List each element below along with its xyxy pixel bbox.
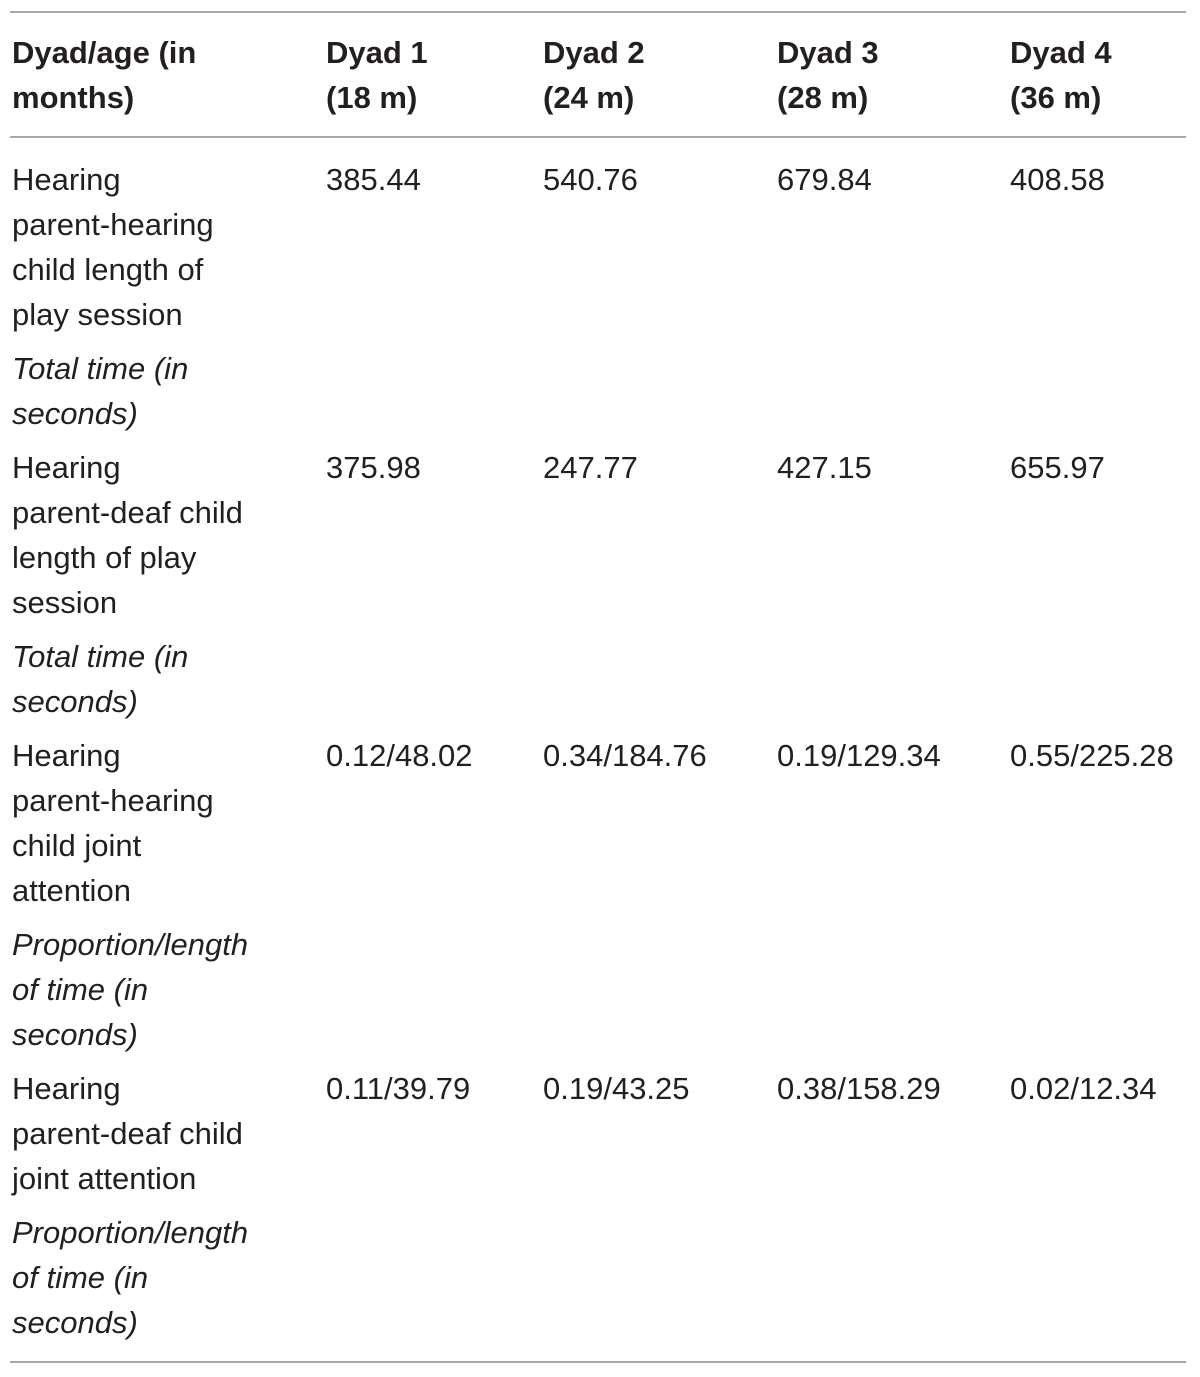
header-rule	[10, 136, 1186, 138]
header-dyad-4: Dyad 4 (36 m)	[1010, 35, 1112, 115]
cell-value: 427.15	[777, 450, 872, 485]
cell-value: 655.97	[1010, 450, 1105, 485]
cell-value: 540.76	[543, 162, 638, 197]
cell-value: 408.58	[1010, 162, 1105, 197]
table-top-rule	[10, 11, 1186, 13]
cell-value: 0.55/225.28	[1010, 738, 1174, 773]
cell-value: 0.12/48.02	[326, 738, 473, 773]
header-dyad-1: Dyad 1 (18 m)	[326, 35, 428, 115]
row-label: Hearing parent-deaf child length of play…	[12, 450, 243, 620]
cell-value: 385.44	[326, 162, 421, 197]
row-note: Total time (in seconds)	[12, 351, 189, 431]
row-label: Hearing parent-deaf child joint attentio…	[12, 1071, 243, 1196]
row-note: Proportion/length of time (in seconds)	[12, 1215, 249, 1340]
cell-value: 0.19/43.25	[543, 1071, 690, 1106]
cell-value: 679.84	[777, 162, 872, 197]
cell-value: 0.34/184.76	[543, 738, 707, 773]
cell-value: 0.38/158.29	[777, 1071, 941, 1106]
row-label: Hearing parent-hearing child length of p…	[12, 162, 214, 332]
cell-value: 375.98	[326, 450, 421, 485]
row-label: Hearing parent-hearing child joint atten…	[12, 738, 214, 908]
cell-value: 0.19/129.34	[777, 738, 941, 773]
row-note: Proportion/length of time (in seconds)	[12, 927, 249, 1052]
header-dyad-2: Dyad 2 (24 m)	[543, 35, 645, 115]
cell-value: 247.77	[543, 450, 638, 485]
header-dyad-3: Dyad 3 (28 m)	[777, 35, 879, 115]
row-note: Total time (in seconds)	[12, 639, 189, 719]
header-dyad-age: Dyad/age (in months)	[12, 35, 197, 115]
cell-value: 0.11/39.79	[326, 1071, 471, 1106]
cell-value: 0.02/12.34	[1010, 1071, 1157, 1106]
table-bottom-rule	[10, 1361, 1186, 1363]
